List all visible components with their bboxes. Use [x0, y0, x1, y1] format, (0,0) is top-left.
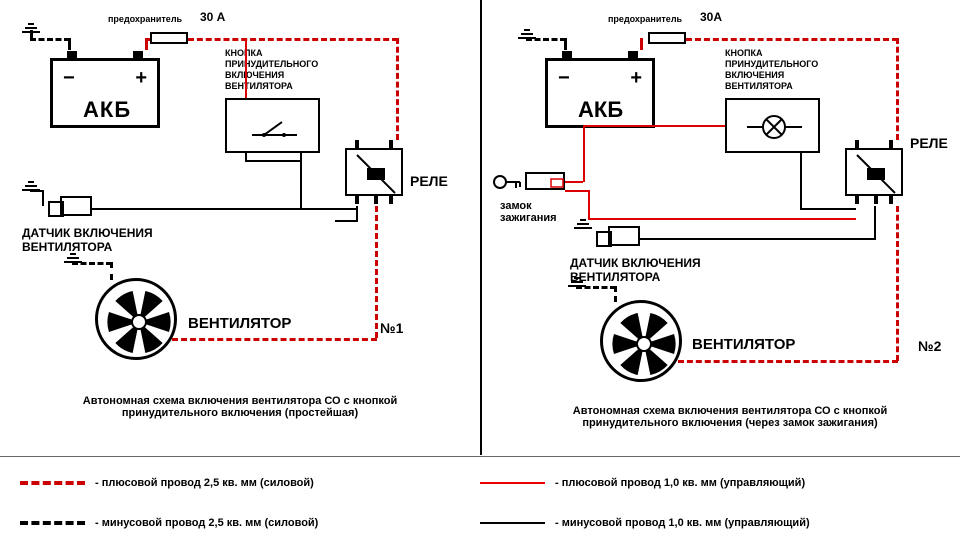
- panel-divider: [480, 0, 482, 455]
- battery-2: − + АКБ: [545, 58, 655, 128]
- relay-label-2: РЕЛЕ: [910, 135, 948, 151]
- ground-icon-3: [64, 250, 82, 264]
- fan-blade-icon-2: [603, 303, 685, 385]
- legend-text-1: - плюсовой провод 2,5 кв. мм (силовой): [95, 477, 314, 489]
- fuse-rating-1: 30 А: [200, 10, 225, 24]
- caption-2: Автономная схема включения вентилятора С…: [535, 405, 925, 429]
- sensor-2: [608, 226, 640, 246]
- battery-neg-sign-2: −: [558, 67, 570, 90]
- fuse-label-2: предохранитель: [608, 14, 682, 24]
- relay-1: [345, 148, 403, 196]
- legend-text-3: - плюсовой провод 1,0 кв. мм (управляющи…: [555, 477, 805, 489]
- legend-row-1: - плюсовой провод 2,5 кв. мм (силовой): [20, 467, 480, 499]
- battery-neg-term: [67, 51, 77, 61]
- switch-label-2: КНОПКА ПРИНУДИТЕЛЬНОГО ВКЛЮЧЕНИЯ ВЕНТИЛЯ…: [725, 48, 818, 92]
- battery-pos-term: [133, 51, 143, 61]
- battery-neg-term-2: [562, 51, 572, 61]
- swatch-thin-red: [480, 482, 545, 484]
- battery-neg-sign: −: [63, 67, 75, 90]
- switch-symbol-icon: [227, 100, 322, 155]
- caption-1: Автономная схема включения вентилятора С…: [45, 395, 435, 419]
- fan-1: [95, 278, 177, 360]
- fan-2: [600, 300, 682, 382]
- switch-label-1: КНОПКА ПРИНУДИТЕЛЬНОГО ВКЛЮЧЕНИЯ ВЕНТИЛЯ…: [225, 48, 318, 92]
- ignition-label: замок зажигания: [500, 200, 557, 224]
- switch-lamp-icon: [727, 100, 822, 155]
- page: предохранитель 30 А − + АКБ КНОПКА ПРИНУ…: [0, 0, 960, 541]
- panel-1: предохранитель 30 А − + АКБ КНОПКА ПРИНУ…: [0, 0, 480, 460]
- ground-icon-b2: [518, 26, 536, 40]
- battery-label-2: АКБ: [578, 97, 623, 123]
- fan-label-2: ВЕНТИЛЯТОР: [692, 336, 795, 353]
- legend-text-2: - минусовой провод 2,5 кв. мм (силовой): [95, 517, 318, 529]
- legend: - плюсовой провод 2,5 кв. мм (силовой) -…: [0, 456, 960, 541]
- num-label-1: №1: [380, 320, 403, 336]
- battery-pos-sign-2: +: [630, 67, 642, 90]
- legend-text-4: - минусовой провод 1,0 кв. мм (управляющ…: [555, 517, 810, 529]
- legend-row-2: - минусовой провод 2,5 кв. мм (силовой): [20, 507, 480, 539]
- ground-icon-s2: [574, 216, 592, 230]
- fan-blade-icon: [98, 281, 180, 363]
- relay-2: [845, 148, 903, 196]
- ground-icon: [22, 22, 40, 34]
- fan-label-1: ВЕНТИЛЯТОР: [188, 315, 291, 332]
- ignition-switch: [525, 172, 565, 190]
- ignition-icon: [527, 174, 567, 192]
- swatch-thick-black: [20, 521, 85, 525]
- relay-label-1: РЕЛЕ: [410, 173, 448, 189]
- fuse-rating-2: 30А: [700, 10, 722, 24]
- ground-icon-f2: [568, 274, 586, 288]
- num-label-2: №2: [918, 338, 941, 354]
- legend-row-4: - минусовой провод 1,0 кв. мм (управляющ…: [480, 507, 940, 539]
- swatch-thin-black: [480, 522, 545, 524]
- relay-symbol-icon: [347, 150, 405, 198]
- switch-2: [725, 98, 820, 153]
- battery-pos-term-2: [628, 51, 638, 61]
- panel-2: предохранитель 30А − + АКБ КНОПКА ПРИНУД…: [480, 0, 960, 460]
- key-icon: [492, 170, 522, 194]
- switch-1: [225, 98, 320, 153]
- battery-1: − + АКБ: [50, 58, 160, 128]
- ground-icon-2: [22, 178, 40, 192]
- battery-pos-sign: +: [135, 67, 147, 90]
- relay-symbol-icon-2: [847, 150, 905, 198]
- fuse-1: [150, 32, 188, 44]
- battery-label-1: АКБ: [83, 97, 131, 123]
- fuse-2: [648, 32, 686, 44]
- sensor-label-2: ДАТЧИК ВКЛЮЧЕНИЯ ВЕНТИЛЯТОРА: [570, 256, 701, 284]
- legend-row-3: - плюсовой провод 1,0 кв. мм (управляющи…: [480, 467, 940, 499]
- sensor-label-1: ДАТЧИК ВКЛЮЧЕНИЯ ВЕНТИЛЯТОРА: [22, 226, 153, 254]
- sensor-1: [60, 196, 92, 216]
- fuse-label-1: предохранитель: [108, 14, 182, 24]
- swatch-thick-red: [20, 481, 85, 485]
